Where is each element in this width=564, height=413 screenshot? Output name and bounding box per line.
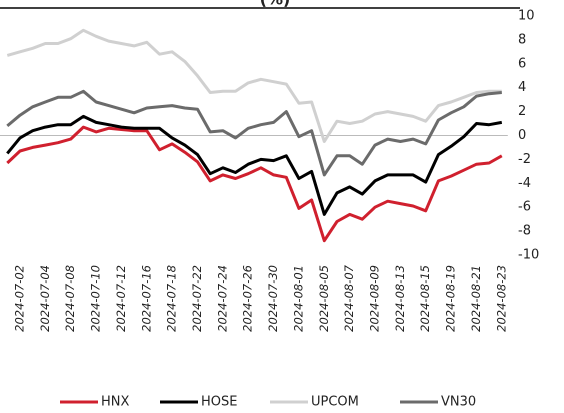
y-tick-label: 8: [518, 32, 526, 47]
series-line: [6, 28, 502, 143]
x-tick-label: 2024-07-04: [38, 265, 52, 332]
x-tick-label: 2024-08-23: [494, 265, 508, 332]
x-tick-label: 2024-08-01: [291, 265, 305, 332]
x-tick-label: 2024-08-15: [418, 265, 432, 332]
y-tick-label: 6: [518, 56, 526, 71]
x-tick-label: 2024-07-16: [139, 265, 153, 332]
series-line: [6, 114, 503, 216]
x-tick-label: 2024-07-22: [190, 265, 204, 332]
x-tick-label: 2024-08-13: [393, 265, 407, 332]
x-tick-label: 2024-08-19: [444, 265, 458, 332]
chart-title: (%): [260, 0, 291, 9]
x-tick-label: 2024-07-30: [266, 265, 280, 332]
x-tick-label: 2024-07-26: [241, 265, 255, 332]
x-tick-label: 2024-07-12: [114, 265, 128, 332]
y-tick-label: -2: [518, 152, 531, 167]
legend-label: VN30: [441, 395, 476, 410]
legend-label: HOSE: [201, 395, 237, 410]
y-tick-label: -10: [518, 248, 539, 263]
x-tick-label: 2024-07-18: [165, 265, 179, 332]
series-line: [6, 89, 502, 177]
legend-label: UPCOM: [311, 395, 359, 410]
x-tick-label: 2024-07-24: [215, 265, 229, 332]
x-tick-label: 2024-08-21: [469, 265, 483, 332]
y-tick-label: -8: [518, 224, 531, 239]
x-tick-label: 2024-07-08: [63, 265, 77, 332]
y-tick-label: 10: [518, 9, 535, 24]
y-tick-label: -6: [518, 200, 531, 215]
y-tick-label: 4: [518, 80, 526, 95]
y-tick-label: 0: [518, 128, 526, 143]
legend-label: HNX: [101, 395, 130, 410]
x-tick-label: 2024-08-07: [342, 264, 356, 332]
x-tick-label: 2024-08-05: [317, 265, 331, 332]
y-tick-label: -4: [518, 176, 531, 191]
x-tick-label: 2024-08-09: [368, 265, 382, 332]
x-tick-label: 2024-07-10: [89, 265, 103, 332]
y-tick-label: 2: [518, 104, 526, 119]
series-line: [6, 125, 503, 243]
x-tick-label: 2024-07-02: [12, 265, 26, 332]
